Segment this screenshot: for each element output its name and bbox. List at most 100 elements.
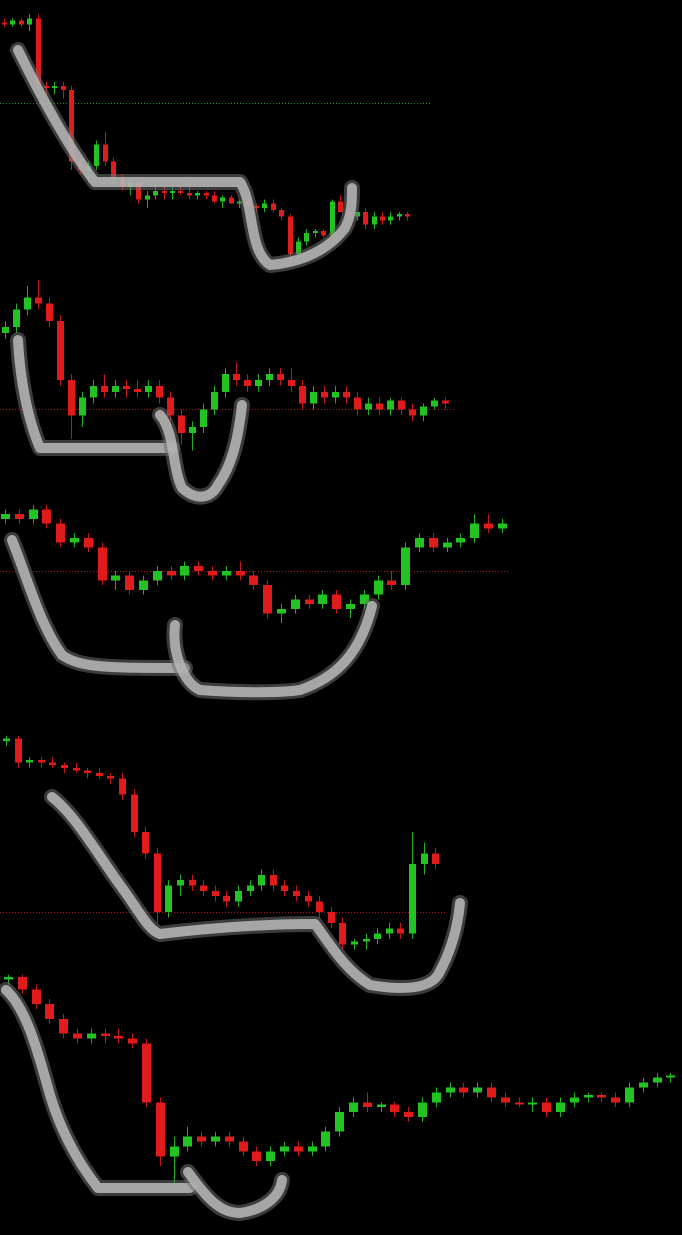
candle-body-bullish — [70, 537, 79, 543]
candle-body-bullish — [584, 1094, 593, 1098]
candle-body-bearish — [98, 547, 107, 581]
candle — [442, 397, 449, 410]
candle — [235, 885, 242, 907]
candle-body-bearish — [263, 585, 272, 614]
chart-panel-3 — [0, 504, 510, 623]
candle — [459, 1082, 468, 1098]
candle — [255, 374, 262, 392]
candle — [212, 191, 217, 204]
annotation-stroke — [7, 535, 190, 673]
candle-body-bullish — [200, 409, 207, 428]
candle — [570, 1092, 579, 1108]
candle-body-bullish — [330, 201, 335, 236]
candle-body-bearish — [19, 20, 24, 25]
candle-body-bullish — [262, 203, 267, 208]
candle-body-bearish — [294, 1146, 303, 1152]
candle — [2, 18, 7, 27]
candle-body-bullish — [165, 885, 172, 913]
candle — [266, 1146, 275, 1167]
candle-body-bearish — [338, 201, 343, 213]
candle — [1, 509, 10, 524]
candle-body-bullish — [431, 400, 438, 407]
candle-body-bearish — [204, 193, 209, 196]
candle — [501, 1092, 510, 1108]
candle-body-bullish — [374, 580, 383, 595]
candle-body-bearish — [36, 18, 41, 86]
candle — [15, 735, 22, 768]
candle-body-bearish — [178, 415, 185, 433]
candle-body-bearish — [32, 989, 41, 1005]
candle-body-bearish — [101, 1033, 110, 1036]
candle — [294, 1141, 303, 1157]
candle-body-bearish — [59, 1018, 68, 1034]
candle — [409, 403, 416, 422]
candle — [277, 368, 284, 386]
candle-body-bearish — [194, 566, 203, 571]
candle — [112, 380, 119, 398]
candle-body-bullish — [318, 594, 327, 605]
candle-body-bullish — [418, 1102, 427, 1117]
candle-body-bearish — [281, 885, 288, 891]
candle-body-bullish — [639, 1082, 648, 1088]
candle-body-bullish — [4, 977, 13, 980]
candle — [101, 1028, 110, 1044]
candle-body-bullish — [473, 1087, 482, 1093]
candle — [271, 199, 276, 213]
candle-body-bearish — [305, 896, 312, 902]
candle — [304, 228, 309, 246]
candle — [280, 1141, 289, 1157]
candle — [123, 380, 130, 398]
candle-body-bearish — [429, 537, 438, 548]
chart-panel-4 — [0, 735, 445, 950]
candle-body-bearish — [354, 397, 361, 410]
candle-body-bullish — [13, 309, 20, 328]
candle-body-bullish — [139, 580, 148, 590]
candle — [335, 1107, 344, 1137]
candle — [2, 321, 9, 339]
candle — [35, 280, 42, 310]
candle-body-bearish — [123, 385, 130, 389]
candle — [281, 880, 288, 897]
candle — [103, 132, 108, 166]
candle-body-bearish — [154, 853, 161, 913]
candle — [277, 604, 286, 623]
candle — [244, 374, 251, 392]
candle-body-bearish — [409, 409, 416, 416]
candle — [346, 599, 355, 619]
candle-body-bullish — [666, 1075, 675, 1078]
candle — [42, 504, 51, 529]
candle — [498, 518, 507, 534]
candle — [332, 589, 341, 614]
candle-body-bullish — [365, 403, 372, 410]
candle-body-bullish — [10, 20, 15, 25]
candle-body-bearish — [376, 403, 383, 410]
candle — [239, 1136, 248, 1157]
candle-body-bullish — [421, 853, 428, 865]
candle-body-bullish — [304, 233, 309, 242]
candle-body-bullish — [335, 1112, 344, 1132]
candle-body-bearish — [84, 537, 93, 548]
candle-body-bullish — [170, 191, 175, 194]
candle — [222, 566, 231, 581]
candle — [321, 228, 326, 238]
candle-body-bearish — [487, 1087, 496, 1098]
candle — [321, 385, 328, 404]
candle-body-bearish — [2, 22, 7, 25]
candle — [363, 933, 370, 950]
candle — [61, 81, 66, 99]
candle-body-bullish — [24, 297, 31, 310]
candle — [170, 1136, 179, 1186]
candle-body-bearish — [46, 303, 53, 322]
candle-body-bearish — [404, 1112, 413, 1117]
candle-body-bearish — [200, 885, 207, 891]
candle — [84, 533, 93, 553]
candle-body-bullish — [351, 941, 358, 945]
candle-body-bearish — [156, 1102, 165, 1157]
candle — [266, 368, 273, 386]
candle-body-bullish — [266, 374, 273, 380]
candle-body-bullish — [432, 1092, 441, 1103]
candle-body-bullish — [3, 738, 10, 742]
candle-body-bearish — [111, 161, 116, 179]
candle — [386, 922, 393, 939]
candle — [178, 409, 185, 445]
